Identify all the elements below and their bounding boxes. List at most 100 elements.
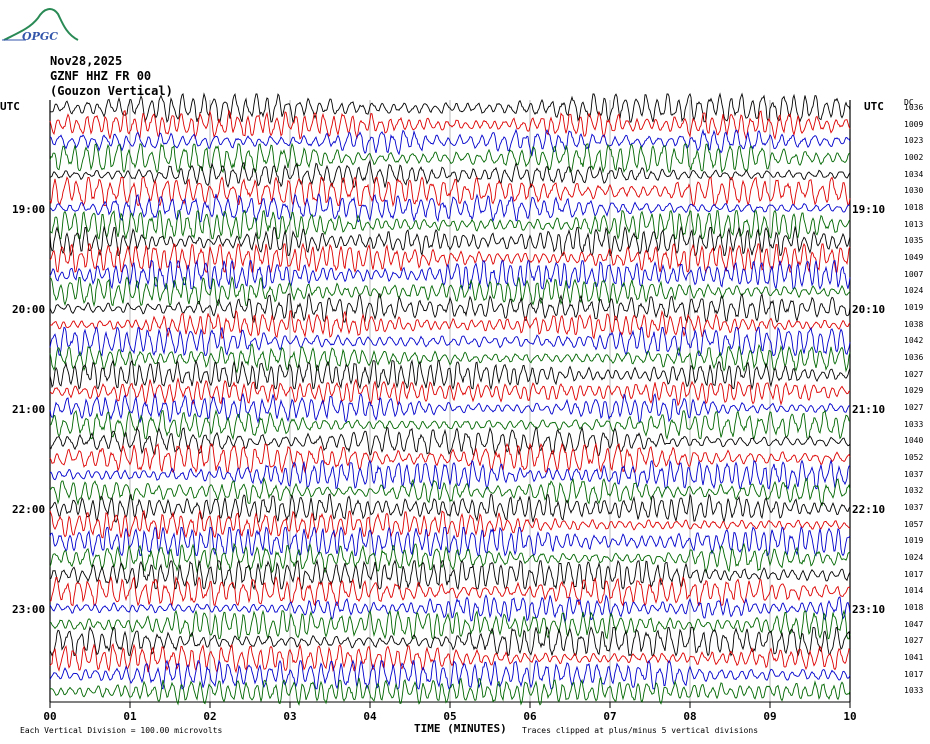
trace-dc-value: 1017 [904,569,924,579]
seismic-trace [49,676,851,707]
seismic-trace [49,526,851,558]
trace-dc-value: 1042 [904,336,924,346]
seismic-trace [49,392,851,424]
seismic-trace [49,326,851,357]
trace-dc-value: 1034 [904,169,924,179]
seismic-trace [49,442,851,474]
right-hour-label: 23:10 [852,603,886,616]
seismic-trace [49,542,851,574]
seismic-trace [49,142,851,174]
clipping-note: Traces clipped at plus/minus 5 vertical … [522,726,759,735]
trace-dc-value: 1027 [904,403,924,413]
seismic-trace [49,292,851,324]
left-hour-label: 19:00 [12,203,46,216]
trace-dc-value: 1009 [904,119,924,129]
trace-dc-value: 1033 [904,686,924,696]
trace-dc-value: 1049 [904,253,924,263]
trace-dc-value: 1052 [904,453,924,463]
trace-dc-value: 1035 [904,236,924,246]
x-tick-label: 06 [523,710,537,723]
utc-label-left: UTC [0,100,20,113]
seismic-trace [49,476,851,507]
trace-dc-value: 1057 [904,519,924,529]
trace-dc-value: 1014 [904,586,924,596]
seismic-trace [49,559,851,591]
seismic-trace [49,493,851,524]
x-tick-label: 07 [603,710,617,723]
x-tick-label: 01 [123,710,137,723]
seismic-trace [49,193,851,224]
plot-date: Nov28,2025 [50,54,123,68]
seismic-trace [49,109,851,141]
trace-dc-value: 1023 [904,136,924,146]
trace-dc-value: 1033 [904,419,924,429]
trace-dc-value: 1024 [904,286,924,296]
trace-dc-value: 1018 [904,603,924,613]
logo-text: OPGC [22,30,59,43]
x-tick-label: 02 [203,710,217,723]
station-location: (Gouzon Vertical) [50,84,173,98]
seismic-trace [49,176,851,208]
trace-dc-value: 1019 [904,536,924,546]
left-hour-label: 23:00 [12,603,46,616]
seismic-trace [49,343,851,374]
seismic-trace [49,309,851,340]
left-hour-label: 21:00 [12,403,46,416]
opgc-logo [2,8,79,41]
trace-dc-value: 1047 [904,619,924,629]
right-hour-label: 21:10 [852,403,886,416]
x-tick-label: 10 [843,710,857,723]
x-axis-title: TIME (MINUTES) [414,722,507,735]
seismic-trace [49,242,851,274]
x-tick-label: 04 [363,710,377,723]
x-tick-label: 05 [443,710,457,723]
trace-dc-value: 1036 [904,353,924,363]
utc-label-right: UTC [864,100,884,113]
trace-dc-value: 1041 [904,653,924,663]
seismic-trace [49,575,851,607]
seismic-trace [49,626,851,657]
trace-dc-value: 1038 [904,319,924,329]
seismic-trace [49,128,851,157]
trace-dc-value: 1013 [904,219,924,229]
trace-dc-value: 1018 [904,203,924,213]
trace-dc-value: 1002 [904,153,924,162]
right-hour-label: 19:10 [852,203,886,216]
trace-dc-value: 1030 [904,186,924,196]
trace-dc-value: 1017 [904,669,924,679]
trace-dc-value: 1024 [904,553,924,563]
seismic-trace [49,409,851,441]
seismic-trace [49,276,851,308]
x-tick-label: 08 [683,710,697,723]
station-code: GZNF HHZ FR 00 [50,69,152,83]
trace-dc-value: 1007 [904,269,924,279]
x-tick-label: 00 [43,710,57,723]
logo-swoosh [3,8,79,41]
right-hour-label: 22:10 [852,503,886,516]
seismic-trace [49,594,851,624]
seismic-trace [49,643,851,674]
seismic-trace [49,609,851,640]
trace-dc-value: 1037 [904,503,924,513]
seismic-trace [49,92,851,124]
left-hour-label: 20:00 [12,303,46,316]
seismic-trace [49,377,851,407]
trace-dc-value: 1037 [904,469,924,479]
left-hour-label: 22:00 [12,503,46,516]
x-tick-label: 09 [763,710,777,723]
trace-dc-value: 1032 [904,486,924,496]
seismic-trace [49,359,851,391]
trace-dc-value: 1027 [904,636,924,646]
trace-dc-value: 1027 [904,369,924,379]
seismic-trace [49,509,851,540]
trace-dc-value: 1036 [904,103,924,112]
right-hour-label: 20:10 [852,303,886,316]
seismic-trace [49,159,851,189]
seismic-trace [49,425,851,457]
trace-dc-value: 1040 [904,436,924,446]
trace-dc-value: 1019 [904,303,924,313]
trace-dc-value: 1029 [904,386,924,396]
seismic-trace [49,459,851,491]
vertical-division-note: Each Vertical Division = 100.00 microvol… [20,726,223,735]
